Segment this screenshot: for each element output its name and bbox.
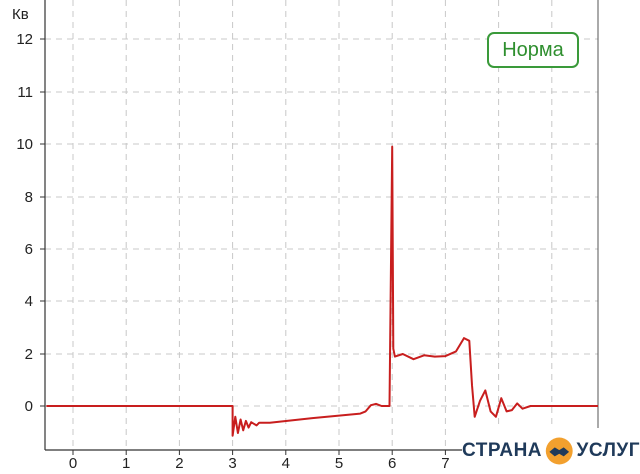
y-tick-label: 12	[16, 31, 33, 48]
x-tick-label: 7	[441, 455, 449, 472]
x-tick-label: 6	[388, 455, 396, 472]
y-tick-label: 6	[25, 241, 33, 258]
series	[46, 145, 598, 437]
y-tick-label: 0	[25, 398, 33, 415]
watermark: СТРАНА УСЛУГ	[462, 428, 640, 474]
tick-labels: 012345678902468101112	[16, 31, 556, 472]
grid	[45, 0, 598, 450]
watermark-right: УСЛУГ	[576, 440, 640, 461]
x-tick-label: 0	[69, 455, 77, 472]
x-tick-label: 5	[335, 455, 343, 472]
x-tick-label: 1	[122, 455, 130, 472]
y-tick-label: 4	[25, 293, 33, 310]
y-axis-label: Кв	[12, 6, 29, 23]
y-tick-label: 11	[17, 84, 33, 101]
x-tick-label: 2	[175, 455, 183, 472]
series-line	[46, 145, 598, 437]
status-badge: Норма	[487, 32, 579, 68]
handshake-icon	[545, 437, 573, 465]
y-tick-label: 2	[25, 346, 33, 363]
y-tick-label: 10	[16, 136, 33, 153]
x-tick-label: 4	[282, 455, 290, 472]
axes	[40, 0, 599, 455]
y-tick-label: 8	[25, 189, 33, 206]
watermark-left: СТРАНА	[462, 440, 543, 461]
x-tick-label: 3	[228, 455, 236, 472]
